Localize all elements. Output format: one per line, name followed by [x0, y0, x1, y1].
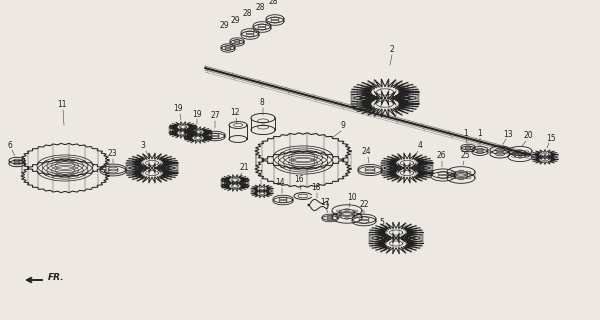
Text: 7: 7 [257, 170, 262, 179]
Text: 29: 29 [230, 16, 240, 25]
Text: 18: 18 [311, 183, 321, 192]
Text: 19: 19 [173, 104, 183, 113]
Text: 15: 15 [546, 134, 556, 143]
Text: 12: 12 [230, 108, 240, 117]
Text: 10: 10 [347, 193, 357, 202]
Text: 9: 9 [341, 121, 346, 130]
Text: 28: 28 [268, 0, 278, 6]
Text: 4: 4 [418, 141, 422, 150]
Text: 1: 1 [464, 129, 469, 138]
Text: 6: 6 [8, 141, 13, 150]
Text: 29: 29 [219, 21, 229, 30]
Text: 3: 3 [140, 141, 145, 150]
Text: 13: 13 [503, 130, 513, 139]
Text: 17: 17 [320, 198, 330, 207]
Text: 21: 21 [239, 163, 249, 172]
Text: 5: 5 [380, 218, 385, 227]
Text: 19: 19 [192, 110, 202, 119]
Text: 27: 27 [210, 111, 220, 120]
Text: 8: 8 [260, 98, 265, 107]
Text: 28: 28 [255, 3, 265, 12]
Text: 22: 22 [359, 200, 369, 209]
Text: 16: 16 [294, 175, 304, 184]
Text: 2: 2 [389, 45, 394, 54]
Text: 28: 28 [242, 9, 252, 18]
Text: 20: 20 [523, 131, 533, 140]
Text: 25: 25 [460, 151, 470, 160]
Text: FR.: FR. [48, 274, 65, 283]
Text: 14: 14 [275, 178, 285, 187]
Text: 24: 24 [361, 147, 371, 156]
Text: 11: 11 [57, 100, 67, 109]
Text: 26: 26 [436, 151, 446, 160]
Text: 1: 1 [478, 129, 482, 138]
Text: 23: 23 [107, 149, 117, 158]
